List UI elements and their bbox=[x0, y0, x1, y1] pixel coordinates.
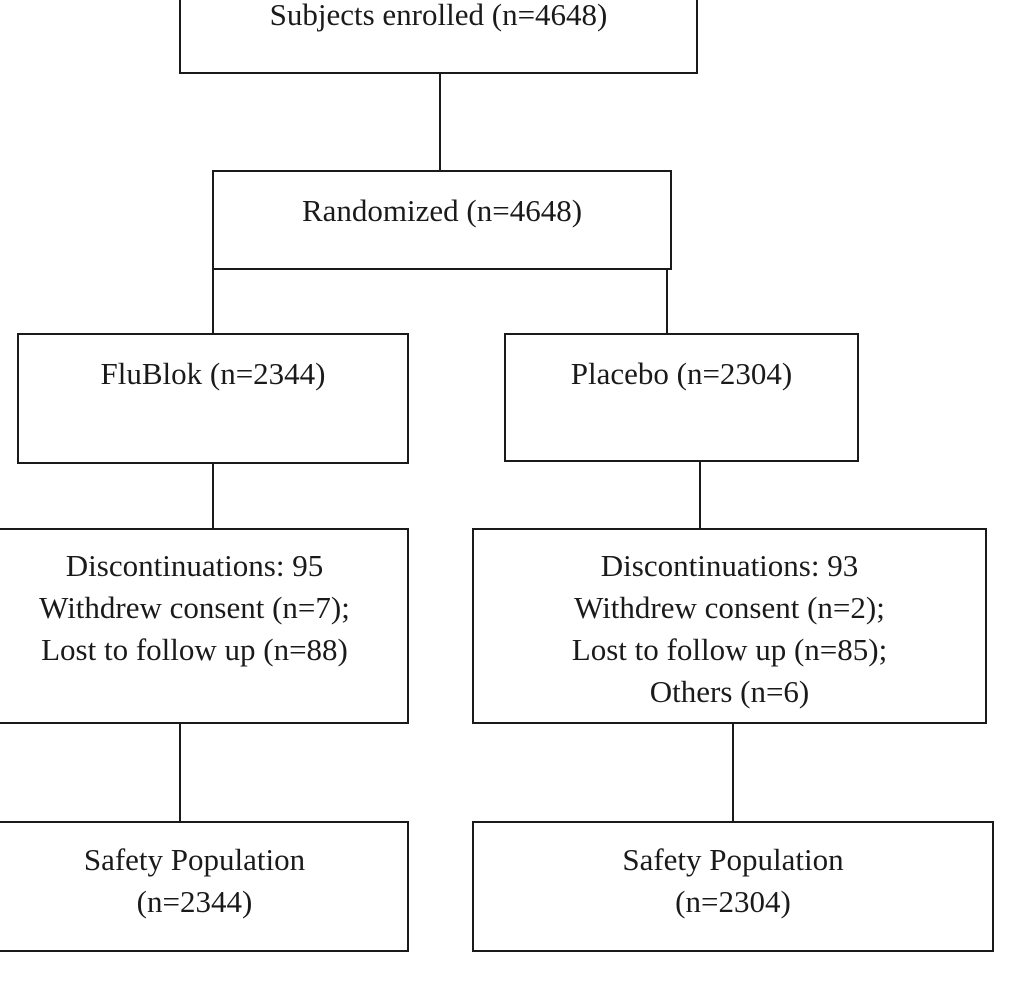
randomized-text: Randomized (n=4648) bbox=[301, 193, 583, 228]
placebo-discontinuations-total: Discontinuations: 93 bbox=[600, 548, 859, 583]
randomized-box: Randomized (n=4648) bbox=[212, 170, 672, 270]
placebo-arm-text: Placebo (n=2304) bbox=[570, 356, 793, 391]
flublok-safety-box: Safety Population (n=2344) bbox=[0, 821, 409, 952]
enrolled-box: Subjects enrolled (n=4648) bbox=[179, 0, 698, 74]
placebo-safety-box: Safety Population (n=2304) bbox=[472, 821, 994, 952]
flublok-safety-label: Safety Population bbox=[83, 842, 306, 877]
connector-flublok-to-discontinuations bbox=[212, 463, 214, 529]
placebo-others: Others (n=6) bbox=[649, 674, 810, 709]
flublok-safety-count: (n=2344) bbox=[136, 884, 253, 919]
connector-enrolled-to-randomized bbox=[439, 72, 441, 171]
flublok-discontinuations-total: Discontinuations: 95 bbox=[65, 548, 324, 583]
connector-flublok-discontinuations-to-safety bbox=[179, 722, 181, 822]
placebo-withdrew-consent: Withdrew consent (n=2); bbox=[574, 590, 885, 625]
flublok-withdrew-consent: Withdrew consent (n=7); bbox=[39, 590, 350, 625]
flublok-arm-box: FluBlok (n=2344) bbox=[17, 333, 409, 464]
placebo-lost-to-follow-up: Lost to follow up (n=85); bbox=[571, 632, 888, 667]
connector-randomized-to-flublok bbox=[212, 268, 214, 334]
connector-placebo-to-discontinuations bbox=[699, 461, 701, 529]
flublok-discontinuations-box: Discontinuations: 95 Withdrew consent (n… bbox=[0, 528, 409, 724]
connector-placebo-discontinuations-to-safety bbox=[732, 722, 734, 822]
flublok-lost-to-follow-up: Lost to follow up (n=88) bbox=[41, 632, 348, 667]
flublok-arm-text: FluBlok (n=2344) bbox=[100, 356, 326, 391]
placebo-safety-label: Safety Population bbox=[622, 842, 844, 877]
placebo-safety-count: (n=2304) bbox=[675, 884, 791, 919]
connector-randomized-to-placebo bbox=[666, 268, 668, 334]
placebo-discontinuations-box: Discontinuations: 93 Withdrew consent (n… bbox=[472, 528, 987, 724]
placebo-arm-box: Placebo (n=2304) bbox=[504, 333, 859, 462]
enrolled-text: Subjects enrolled (n=4648) bbox=[269, 0, 608, 32]
